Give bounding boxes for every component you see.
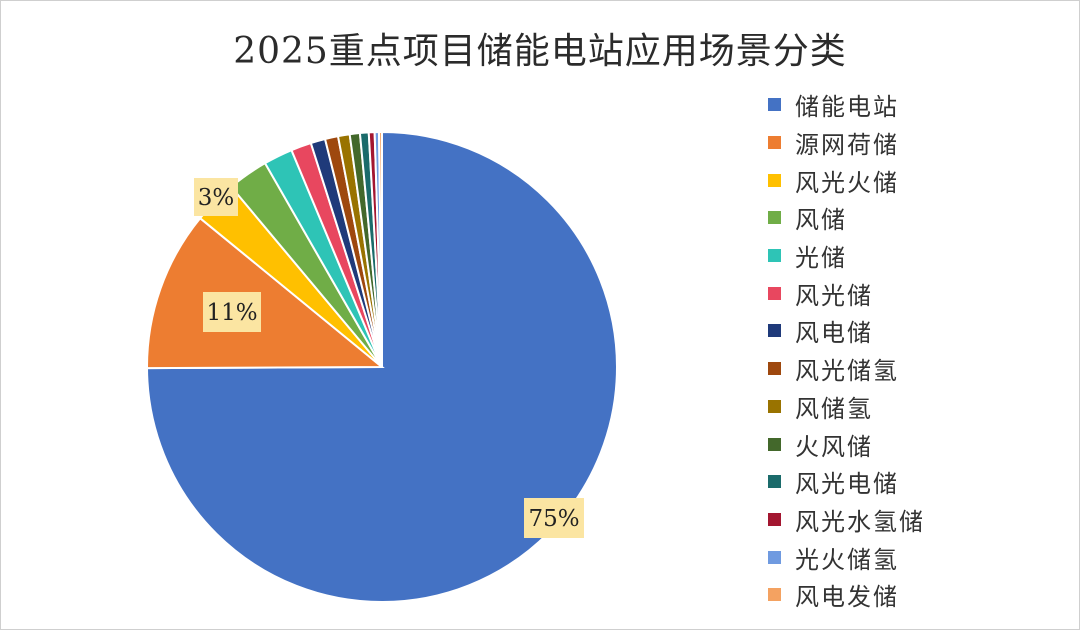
data-label-1: 75% (524, 498, 584, 538)
data-label-text: 75% (528, 506, 579, 532)
data-label-box (194, 178, 238, 216)
legend-swatch (768, 173, 781, 187)
legend-label: 风电储 (795, 319, 873, 348)
legend-item: 风光火储 (768, 161, 1068, 199)
legend-label: 光火储氢 (795, 545, 899, 574)
legend-label: 风光电储 (795, 470, 899, 499)
legend-label: 火风储 (795, 432, 873, 461)
legend-item: 风光储 (768, 274, 1068, 312)
legend-item: 风储 (768, 199, 1068, 237)
legend-swatch (768, 249, 781, 263)
legend-swatch (768, 550, 781, 564)
legend-item: 风电储 (768, 312, 1068, 350)
data-label-text: 11% (206, 300, 257, 326)
legend-swatch (768, 324, 781, 338)
data-label-2: 11% (203, 292, 261, 332)
chart-legend: 储能电站源网荷储风光火储风储光储风光储风电储风光储氢风储氢火风储风光电储风光水氢… (768, 86, 1068, 614)
pie-data-labels: 75% 11% 3% (194, 178, 584, 538)
legend-label: 风光储氢 (795, 357, 899, 386)
legend-swatch (768, 437, 781, 451)
legend-label: 储能电站 (795, 93, 899, 122)
legend-item: 风光水氢储 (768, 501, 1068, 539)
legend-item: 风光电储 (768, 463, 1068, 501)
legend-item: 风光储氢 (768, 350, 1068, 388)
legend-item: 火风储 (768, 425, 1068, 463)
legend-label: 风储 (795, 206, 847, 235)
legend-item: 风储氢 (768, 388, 1068, 426)
legend-swatch (768, 98, 781, 112)
data-label-text: 3% (198, 185, 235, 211)
legend-label: 风储氢 (795, 394, 873, 423)
legend-item: 源网荷储 (768, 124, 1068, 162)
legend-item: 光火储氢 (768, 538, 1068, 576)
data-label-box (203, 292, 261, 332)
legend-swatch (768, 362, 781, 376)
chart-title: 2025重点项目储能电站应用场景分类 (233, 31, 847, 72)
legend-swatch (768, 211, 781, 225)
legend-swatch (768, 588, 781, 602)
pie-slice-14 (378, 130, 383, 368)
data-label-3: 3% (194, 178, 238, 216)
legend-swatch (768, 512, 781, 526)
legend-label: 风光火储 (795, 168, 899, 197)
legend-swatch (768, 399, 781, 413)
legend-item: 风电发储 (768, 576, 1068, 614)
legend-swatch (768, 136, 781, 150)
legend-item: 储能电站 (768, 86, 1068, 124)
legend-label: 风光水氢储 (795, 507, 925, 536)
legend-swatch (768, 286, 781, 300)
legend-label: 源网荷储 (795, 131, 899, 160)
legend-label: 风光储 (795, 281, 873, 310)
legend-swatch (768, 475, 781, 489)
legend-label: 光储 (795, 244, 847, 273)
legend-item: 光储 (768, 237, 1068, 275)
data-label-box (524, 498, 584, 538)
legend-label: 风电发储 (795, 583, 899, 612)
